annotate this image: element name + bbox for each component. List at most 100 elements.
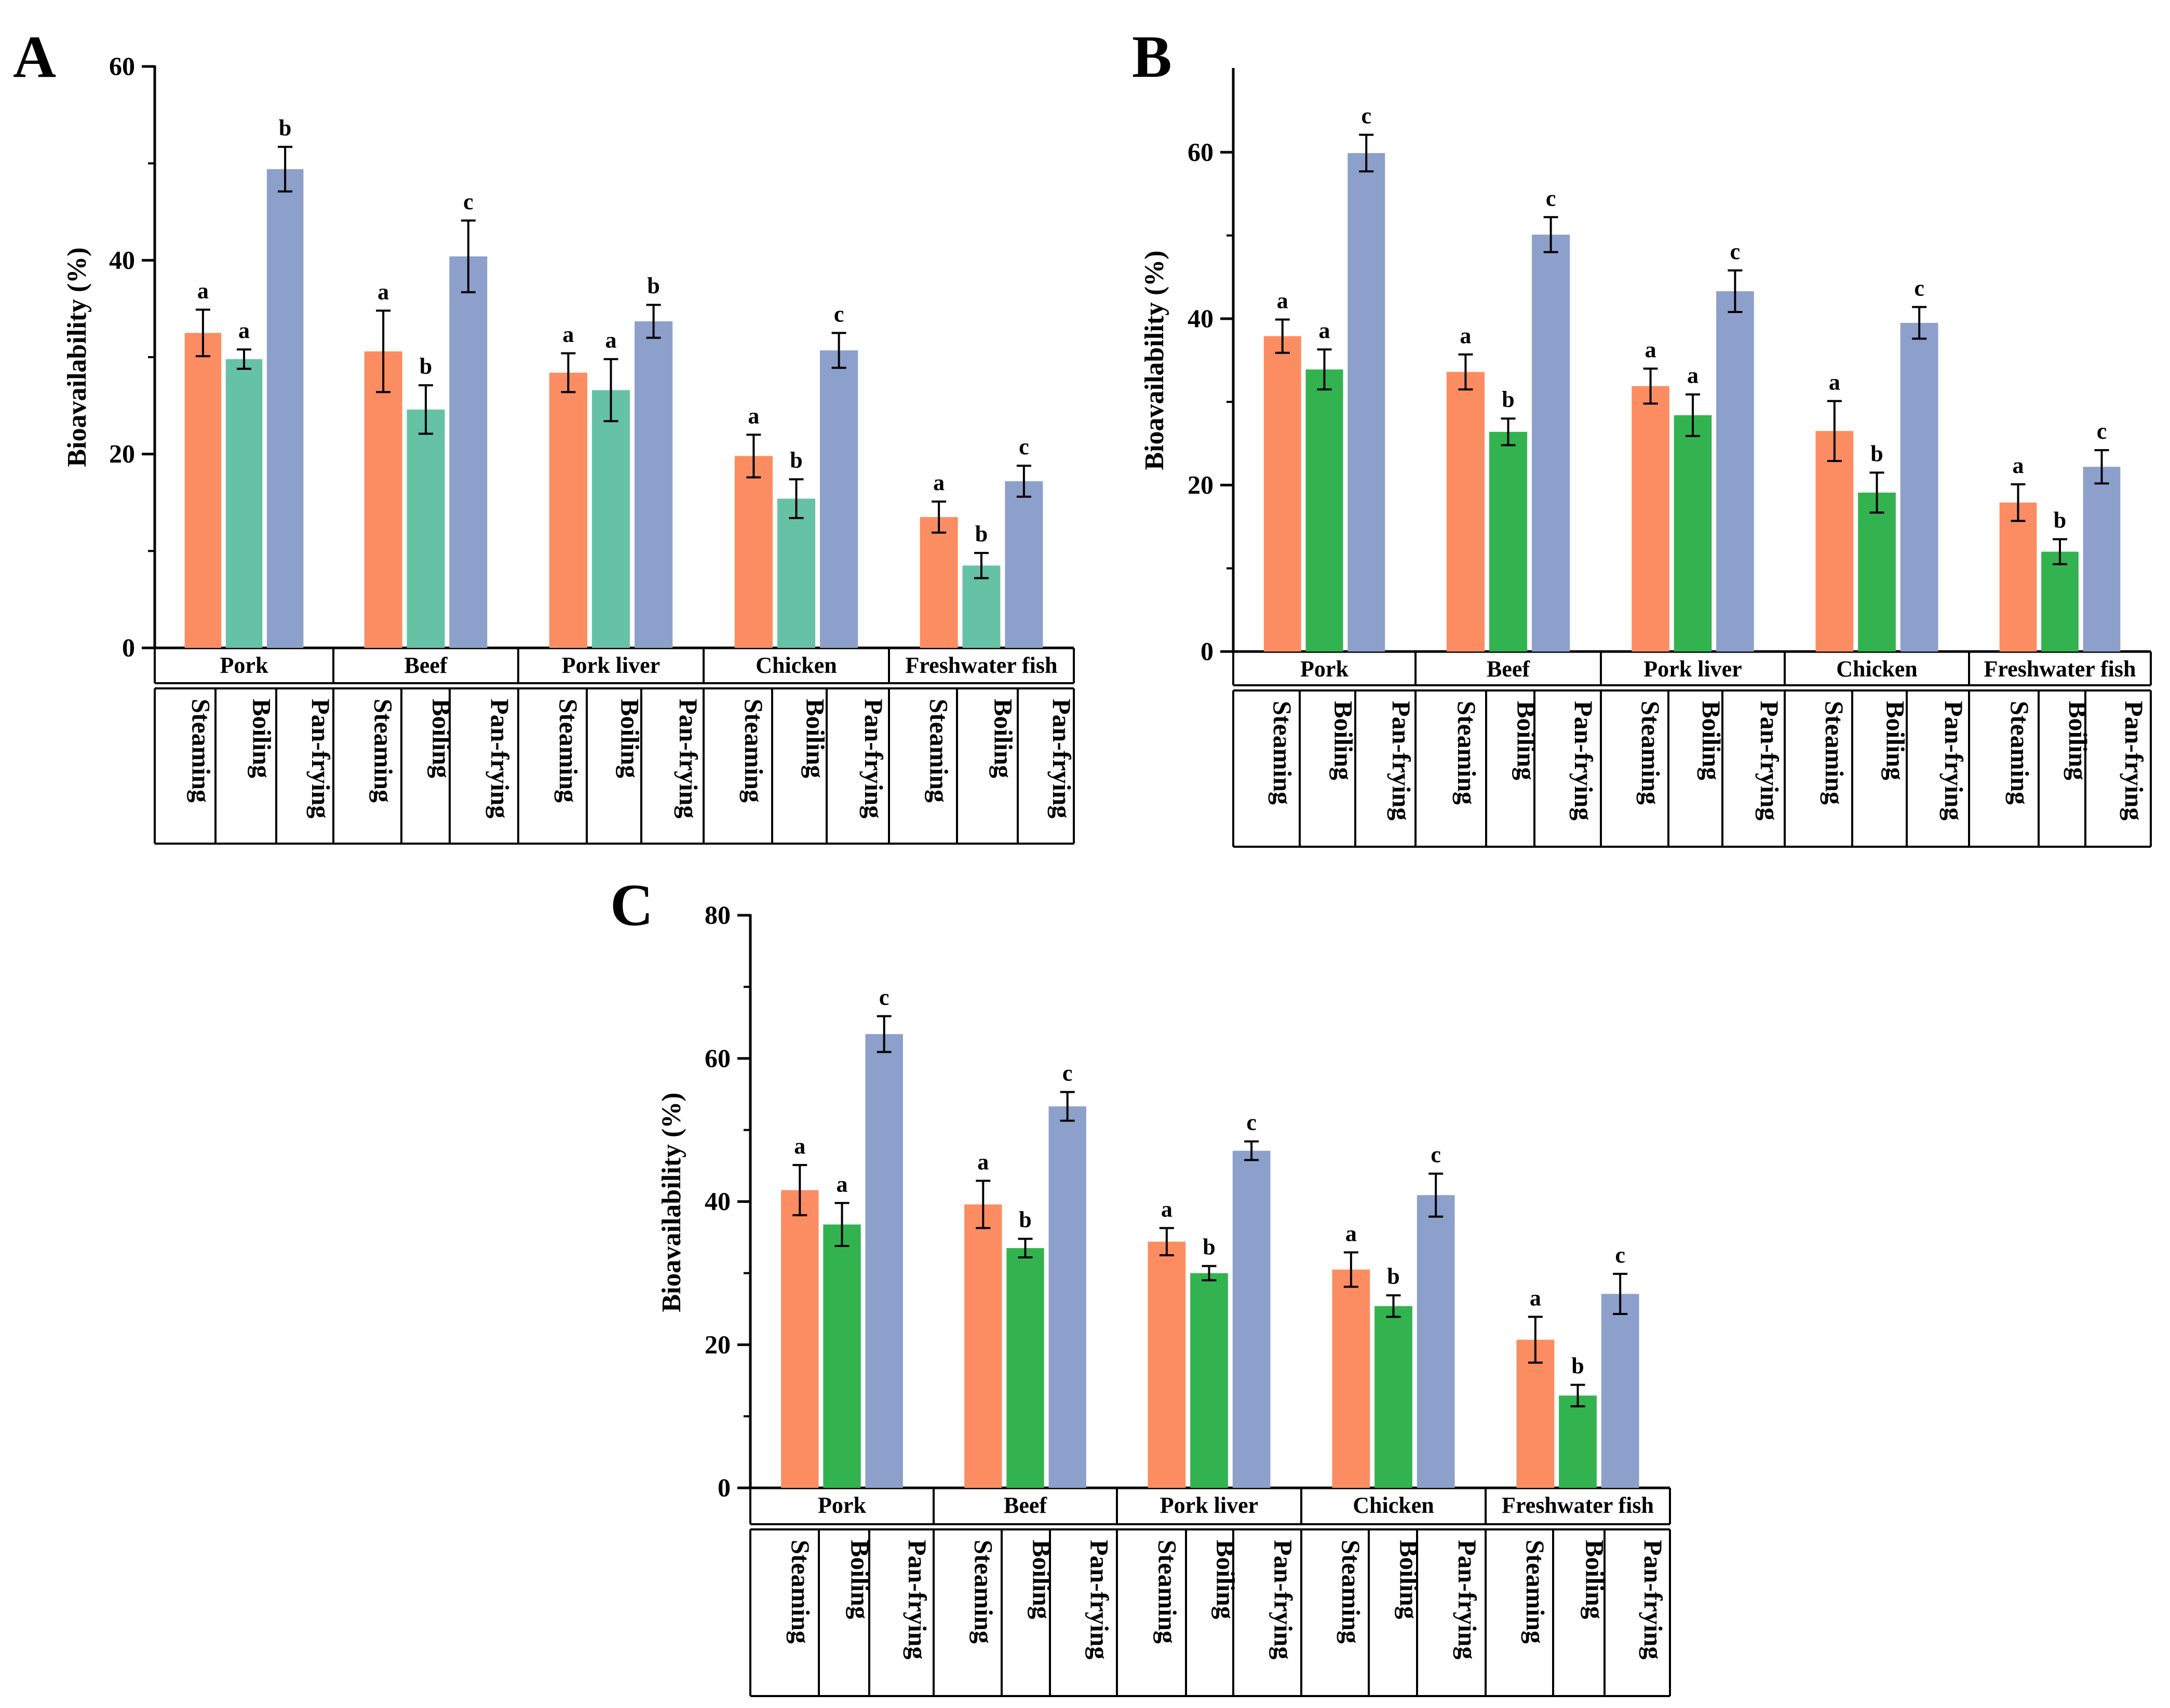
significance-letter: a <box>837 1171 848 1197</box>
significance-letter: c <box>834 301 844 327</box>
significance-letter: c <box>879 984 889 1010</box>
panel-c-chart: C 0 20 40 60 80 Bioavailability (%) a a c a b c a b c a… <box>610 872 1671 1697</box>
method-label: Pan-frying <box>2120 701 2149 821</box>
bar <box>1347 153 1385 652</box>
method-label: Steaming <box>1337 1540 1366 1644</box>
y-tick-label: 0 <box>718 1473 731 1502</box>
significance-letter: b <box>279 115 291 141</box>
significance-letter: a <box>2013 453 2024 478</box>
bar <box>266 169 304 648</box>
bar <box>1190 1273 1228 1488</box>
significance-letter: b <box>1203 1235 1215 1260</box>
method-label: Steaming <box>369 699 398 803</box>
bar <box>781 1190 819 1488</box>
bar <box>1489 431 1528 652</box>
bar <box>184 333 222 648</box>
category-label: Chicken <box>1836 656 1917 682</box>
significance-letter: b <box>1571 1353 1584 1378</box>
bar <box>1232 1150 1271 1488</box>
category-label: Pork <box>818 1493 866 1518</box>
bar <box>1858 492 1896 652</box>
bar <box>407 409 445 648</box>
significance-letter: a <box>748 403 759 428</box>
panel-a-letter: A <box>13 24 56 90</box>
panel-b-chart: B 0 20 40 60 Bioavailability (%) a a c a b c a a c a b c… <box>1132 24 2152 848</box>
category-label: Pork liver <box>562 653 660 678</box>
significance-letter: a <box>605 328 617 353</box>
bar <box>823 1224 861 1488</box>
bar <box>962 565 1001 648</box>
method-label: Boiling <box>1581 1540 1610 1619</box>
significance-letter: a <box>1345 1221 1357 1246</box>
significance-letter: b <box>1019 1207 1031 1232</box>
significance-letter: c <box>2097 418 2107 444</box>
method-label: Boiling <box>2064 701 2093 780</box>
category-label: Beef <box>404 653 448 678</box>
method-label: Steaming <box>1521 1540 1550 1644</box>
category-label: Freshwater fish <box>1984 656 2136 682</box>
significance-letter: a <box>562 322 574 347</box>
category-label: Beef <box>1004 1493 1047 1518</box>
panel-c-letter: C <box>610 872 653 938</box>
bar <box>549 372 587 648</box>
method-label: Boiling <box>1211 1540 1241 1619</box>
bar <box>1516 1339 1555 1488</box>
significance-letter: a <box>1687 363 1699 388</box>
panel-a-chart: A 0 20 40 60 Bioavailability (%) a a b a b c a a b a b c… <box>13 24 1076 845</box>
y-tick-label: 60 <box>109 51 135 80</box>
category-label: Pork liver <box>1643 656 1742 682</box>
significance-letter: a <box>1319 318 1330 343</box>
significance-letter: a <box>378 279 389 304</box>
bar <box>1815 431 1854 652</box>
bar <box>1446 372 1485 652</box>
bar <box>1999 503 2037 652</box>
method-label: Boiling <box>1512 701 1541 780</box>
method-label: Steaming <box>1452 701 1481 805</box>
method-label: Boiling <box>989 699 1018 778</box>
significance-letter: a <box>197 278 209 304</box>
significance-letter: c <box>1361 103 1371 129</box>
method-label: Pan-frying <box>903 1540 932 1660</box>
significance-letter: a <box>1460 323 1471 348</box>
y-axis-label: Bioavailability (%) <box>1140 250 1169 470</box>
y-axis-label: Bioavailability (%) <box>62 247 92 467</box>
bar <box>1632 386 1669 652</box>
method-label: Boiling <box>427 699 456 778</box>
bar <box>1332 1269 1370 1488</box>
y-axis-label: Bioavailability (%) <box>657 1092 686 1312</box>
bar <box>1005 481 1043 648</box>
method-label: Steaming <box>1636 701 1665 805</box>
method-label: Steaming <box>1820 701 1849 805</box>
method-label: Steaming <box>1153 1540 1182 1644</box>
bar <box>964 1204 1002 1488</box>
significance-letter: a <box>794 1133 805 1159</box>
y-tick-label: 80 <box>705 900 731 929</box>
significance-letter: b <box>790 448 802 473</box>
bar <box>1559 1395 1597 1488</box>
y-tick-label: 20 <box>109 439 135 468</box>
bar <box>1532 234 1570 652</box>
significance-letter: b <box>420 354 432 379</box>
significance-letter: a <box>238 318 250 343</box>
bar <box>1006 1248 1044 1488</box>
significance-letter: a <box>1530 1285 1541 1310</box>
bar <box>1716 291 1754 652</box>
significance-letter: b <box>647 273 659 299</box>
category-label: Beef <box>1487 656 1530 682</box>
method-label: Boiling <box>1028 1540 1057 1619</box>
bar <box>1374 1306 1412 1488</box>
method-label: Boiling <box>1697 701 1726 780</box>
y-tick-label: 0 <box>1201 636 1214 666</box>
bar <box>2041 551 2079 652</box>
bar <box>635 321 673 648</box>
bar <box>1148 1241 1186 1488</box>
method-label: Pan-frying <box>859 699 888 819</box>
bar <box>364 351 402 648</box>
y-tick-label: 20 <box>1188 470 1214 499</box>
significance-letter: a <box>1829 370 1840 395</box>
significance-letter: c <box>1914 275 1924 301</box>
method-label: Boiling <box>1395 1540 1424 1619</box>
method-label: Boiling <box>1329 701 1358 780</box>
significance-letter: b <box>1387 1264 1399 1289</box>
